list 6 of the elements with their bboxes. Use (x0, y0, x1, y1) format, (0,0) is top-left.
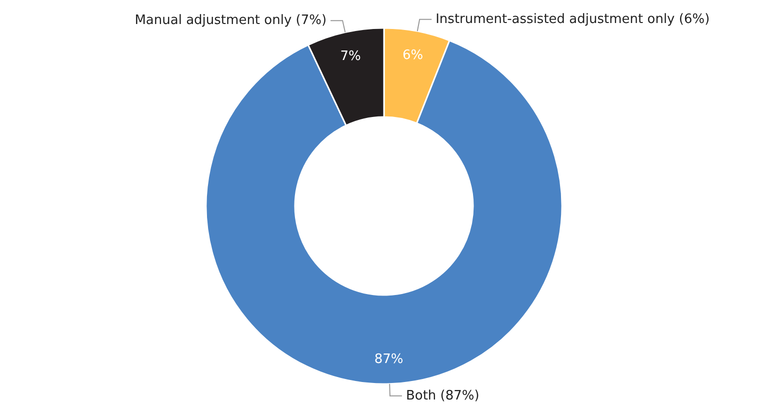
data-label: 87% (374, 352, 404, 367)
data-label: 7% (340, 48, 361, 64)
data-label: 6% (402, 48, 424, 63)
slice-label: Manual adjustment only (7%) (134, 13, 327, 28)
slice-label: Both (87%) (406, 388, 480, 404)
slice-label: Instrument-assisted adjustment only (6%) (436, 12, 710, 27)
